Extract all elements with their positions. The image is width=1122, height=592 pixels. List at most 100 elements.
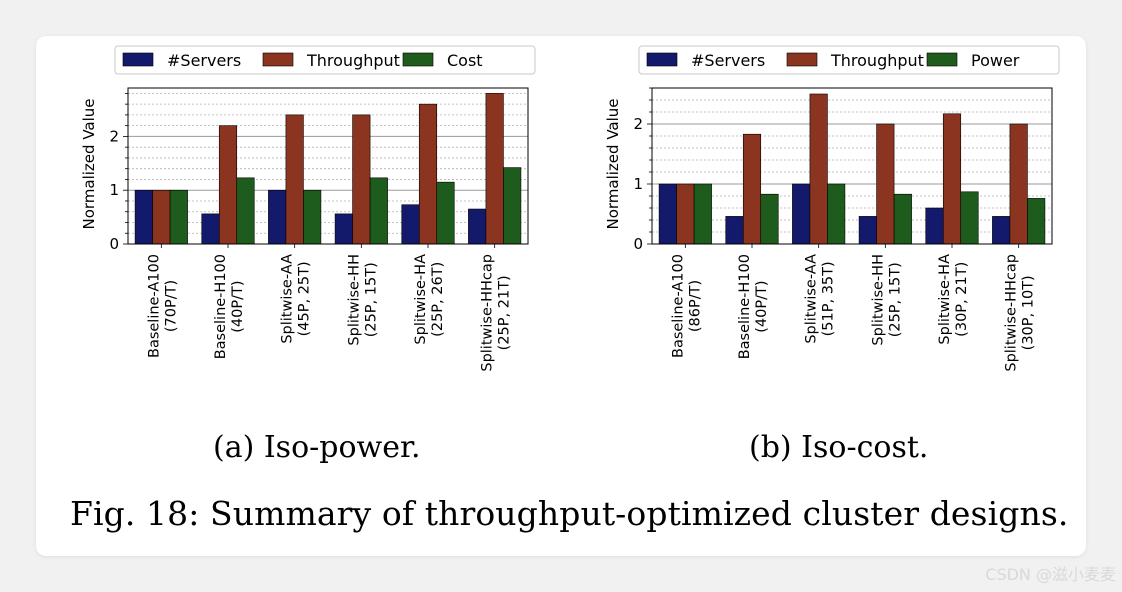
bar-throughput-3 bbox=[876, 123, 895, 245]
legend: #Servers Throughput Cost bbox=[114, 45, 536, 75]
x-category-line: Splitwise-HHcap bbox=[1004, 254, 1020, 372]
x-category-line: (25P, 15T) bbox=[887, 262, 903, 337]
x-category-label: Splitwise-HA(25P, 26T) bbox=[413, 254, 446, 345]
subcaption-a: (a) Iso-power. bbox=[213, 430, 421, 465]
bar-servers-5 bbox=[992, 216, 1011, 245]
bar-cost-2 bbox=[303, 189, 322, 245]
y-ticks bbox=[647, 87, 652, 245]
watermark: CSDN @滋小麦麦 bbox=[985, 565, 1116, 584]
x-category-line: (51P, 35T) bbox=[821, 261, 837, 336]
y-tick-label: 2 bbox=[633, 115, 643, 133]
x-category-line: Splitwise-AA bbox=[804, 254, 820, 344]
y-tick-label: 1 bbox=[633, 175, 643, 193]
x-category-label: Baseline-H100(40P/T) bbox=[737, 254, 770, 359]
legend-label: #Servers bbox=[167, 51, 241, 70]
bar-servers-3 bbox=[334, 213, 353, 245]
bar-throughput-2 bbox=[809, 93, 828, 245]
y-tick-label: 0 bbox=[633, 235, 643, 253]
x-category-label: Splitwise-HH(25P, 15T) bbox=[346, 254, 379, 346]
legend-label: Throughput bbox=[306, 51, 400, 70]
x-category-line: (25P, 15T) bbox=[363, 262, 379, 337]
bar-throughput-5 bbox=[1009, 123, 1028, 245]
x-category-line: Splitwise-HH bbox=[870, 254, 886, 346]
legend-swatch bbox=[926, 52, 958, 67]
bar-power-0 bbox=[693, 183, 712, 245]
x-category-line: Splitwise-HA bbox=[937, 254, 953, 345]
figure-card bbox=[36, 36, 1086, 556]
x-category-line: Splitwise-AA bbox=[280, 254, 296, 344]
x-category-line: Baseline-H100 bbox=[737, 254, 753, 359]
legend-swatch bbox=[262, 52, 294, 67]
bar-throughput-2 bbox=[285, 114, 304, 245]
plot-frame bbox=[127, 87, 529, 245]
x-category-label: Splitwise-HHcap(30P, 10T) bbox=[1004, 254, 1037, 372]
bar-servers-2 bbox=[268, 189, 287, 245]
bar-throughput-1 bbox=[742, 133, 762, 245]
bar-throughput-4 bbox=[942, 113, 962, 245]
x-category-line: Baseline-H100 bbox=[213, 254, 229, 359]
bar-servers-0 bbox=[658, 183, 677, 245]
bar-throughput-3 bbox=[352, 114, 371, 245]
bar-cost-4 bbox=[436, 181, 455, 245]
bar-throughput-5 bbox=[485, 93, 504, 245]
legend-swatch bbox=[402, 52, 434, 67]
x-category-label: Baseline-A100(86P/T) bbox=[670, 254, 703, 358]
bar-servers-3 bbox=[858, 216, 877, 245]
y-tick-label: 2 bbox=[109, 127, 119, 145]
bar-power-2 bbox=[827, 183, 846, 245]
y-tick-label: 1 bbox=[109, 181, 119, 199]
bar-throughput-0 bbox=[152, 189, 171, 245]
y-tick-label: 0 bbox=[109, 235, 119, 253]
x-category-line: Splitwise-HA bbox=[413, 254, 429, 345]
x-category-label: Baseline-A100(70P/T) bbox=[146, 254, 179, 358]
bar-throughput-4 bbox=[418, 103, 438, 245]
y-axis-title: Normalized Value bbox=[604, 98, 622, 229]
bar-servers-0 bbox=[134, 189, 153, 245]
x-category-line: (86P/T) bbox=[687, 280, 703, 332]
bar-power-3 bbox=[893, 193, 912, 245]
bars bbox=[134, 93, 522, 245]
x-category-line: (25P, 26T) bbox=[430, 262, 446, 337]
x-category-line: Splitwise-HHcap bbox=[480, 254, 496, 372]
bar-power-5 bbox=[1027, 198, 1046, 245]
legend-swatch bbox=[122, 52, 154, 67]
x-category-line: (30P, 21T) bbox=[954, 262, 970, 337]
x-category-label: Baseline-H100(40P/T) bbox=[213, 254, 246, 359]
legend-label: Cost bbox=[447, 51, 483, 70]
x-category-line: Splitwise-HH bbox=[346, 254, 362, 346]
x-category-line: (70P/T) bbox=[163, 280, 179, 332]
bar-servers-4 bbox=[401, 204, 420, 245]
bar-power-4 bbox=[960, 191, 979, 245]
bar-power-1 bbox=[760, 193, 779, 245]
legend: #Servers Throughput Power bbox=[638, 45, 1060, 75]
y-ticks bbox=[123, 92, 128, 245]
x-category-line: (40P/T) bbox=[754, 281, 770, 333]
x-category-line: (40P/T) bbox=[230, 281, 246, 333]
x-category-label: Splitwise-HA(30P, 21T) bbox=[937, 254, 970, 345]
figure-caption: Fig. 18: Summary of throughput-optimized… bbox=[70, 494, 1069, 533]
subcaption-b: (b) Iso-cost. bbox=[749, 430, 929, 465]
bar-cost-5 bbox=[503, 167, 522, 245]
bar-cost-0 bbox=[169, 189, 188, 245]
x-category-line: Baseline-A100 bbox=[670, 254, 686, 358]
bar-cost-1 bbox=[236, 177, 255, 245]
bar-cost-3 bbox=[369, 177, 388, 245]
bar-servers-2 bbox=[792, 183, 811, 245]
x-category-label: Splitwise-AA(45P, 25T) bbox=[280, 254, 313, 344]
y-axis-title: Normalized Value bbox=[80, 98, 98, 229]
plot-frame bbox=[651, 87, 1053, 245]
bar-servers-5 bbox=[468, 208, 487, 245]
bar-servers-1 bbox=[725, 216, 744, 245]
legend-label: #Servers bbox=[691, 51, 765, 70]
bar-throughput-1 bbox=[218, 125, 238, 245]
legend-label: Throughput bbox=[830, 51, 924, 70]
x-category-line: Baseline-A100 bbox=[146, 254, 162, 358]
bars bbox=[658, 93, 1046, 245]
x-category-label: Splitwise-AA(51P, 35T) bbox=[804, 254, 837, 344]
x-category-line: (25P, 21T) bbox=[497, 275, 513, 350]
gridlines bbox=[652, 99, 1052, 233]
x-category-line: (30P, 10T) bbox=[1021, 275, 1037, 350]
bar-throughput-0 bbox=[676, 183, 695, 245]
